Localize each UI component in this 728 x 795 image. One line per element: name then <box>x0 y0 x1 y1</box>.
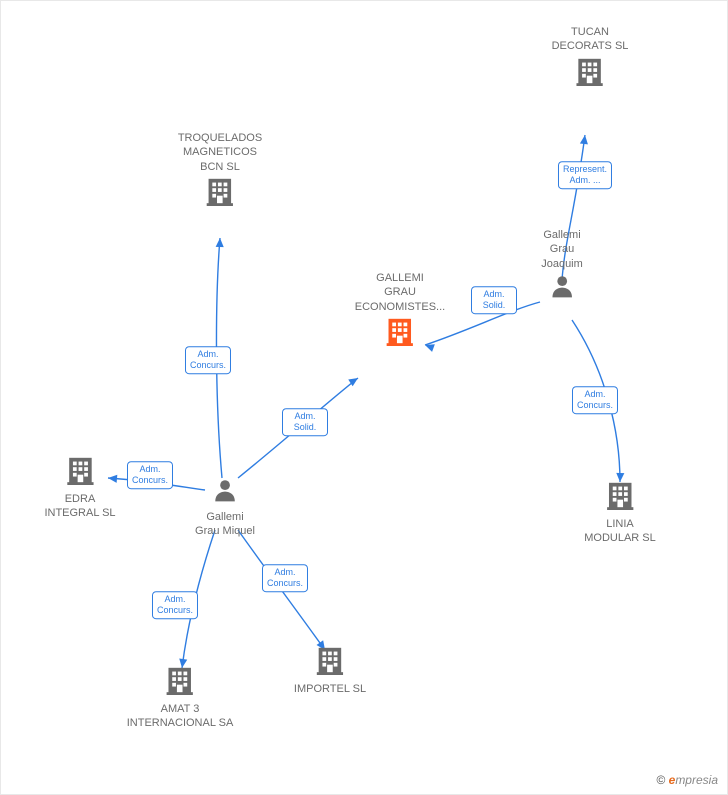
node-label: IMPORTEL SL <box>294 682 366 696</box>
node-label: TUCAN DECORATS SL <box>552 25 629 54</box>
building-icon <box>205 176 235 211</box>
node-label: AMAT 3 INTERNACIONAL SA <box>127 702 234 731</box>
node-label: LINIA MODULAR SL <box>584 517 656 546</box>
node-label: TROQUELADOS MAGNETICOS BCN SL <box>178 131 262 174</box>
building-icon <box>575 56 605 91</box>
edge-label: Represent. Adm. ... <box>558 161 612 189</box>
copyright-symbol: © <box>656 773 665 787</box>
diagram-canvas: TUCAN DECORATS SL TROQUELADOS MAGNETICOS… <box>0 0 728 795</box>
edge-label: Adm. Concurs. <box>185 346 231 374</box>
company-node[interactable]: LINIA MODULAR SL <box>584 480 656 546</box>
company-node[interactable]: GALLEMI GRAU ECONOMISTES... <box>355 271 445 351</box>
company-node[interactable]: AMAT 3 INTERNACIONAL SA <box>127 665 234 731</box>
edge-label: Adm. Concurs. <box>127 461 173 489</box>
company-node[interactable]: TUCAN DECORATS SL <box>552 25 629 91</box>
node-label: EDRA INTEGRAL SL <box>44 492 115 521</box>
building-icon <box>315 645 345 680</box>
edge-label: Adm. Concurs. <box>262 564 308 592</box>
edge-arrowhead <box>348 378 358 386</box>
person-node[interactable]: Gallemi Grau Joaquim <box>541 228 583 304</box>
company-node[interactable]: TROQUELADOS MAGNETICOS BCN SL <box>178 131 262 211</box>
brand-rest: mpresia <box>675 773 718 787</box>
edge-arrowhead <box>580 135 588 144</box>
edge-label: Adm. Concurs. <box>572 386 618 414</box>
person-node[interactable]: Gallemi Grau Miquel <box>195 477 255 539</box>
edge-label: Adm. Solid. <box>471 286 517 314</box>
person-icon <box>212 477 238 508</box>
company-node[interactable]: EDRA INTEGRAL SL <box>44 455 115 521</box>
person-icon <box>549 273 575 304</box>
edge-arrowhead <box>216 238 224 247</box>
node-label: Gallemi Grau Miquel <box>195 510 255 539</box>
building-icon <box>65 455 95 490</box>
edge-label: Adm. Solid. <box>282 408 328 436</box>
company-node[interactable]: IMPORTEL SL <box>294 645 366 696</box>
building-icon <box>605 480 635 515</box>
node-label: GALLEMI GRAU ECONOMISTES... <box>355 271 445 314</box>
node-label: Gallemi Grau Joaquim <box>541 228 583 271</box>
watermark: © empresia <box>656 773 718 787</box>
building-icon <box>385 316 415 351</box>
edge-label: Adm. Concurs. <box>152 591 198 619</box>
building-icon <box>165 665 195 700</box>
